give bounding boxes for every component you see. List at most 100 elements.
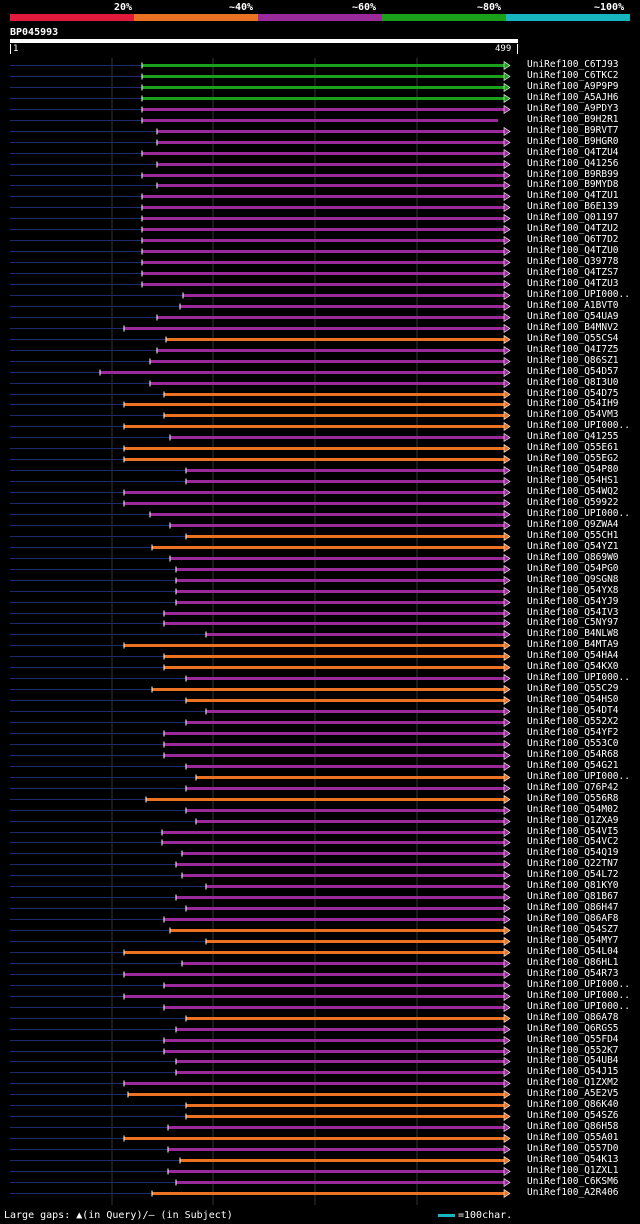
hit-label[interactable]: UniRef100_Q55CS4 bbox=[527, 333, 619, 344]
hit-label[interactable]: UniRef100_Q553C0 bbox=[527, 738, 619, 749]
hit-label[interactable]: UniRef100_Q86AF8 bbox=[527, 913, 619, 924]
hit-label[interactable]: UniRef100_Q54HS1 bbox=[527, 475, 619, 486]
hit-label[interactable]: UniRef100_Q54WQ2 bbox=[527, 486, 619, 497]
hit-label[interactable]: UniRef100_B9RVT7 bbox=[527, 125, 619, 136]
hit-label[interactable]: UniRef100_Q54K13 bbox=[527, 1154, 619, 1165]
hit-label[interactable]: UniRef100_Q9ZWA4 bbox=[527, 519, 619, 530]
hit-label[interactable]: UniRef100_Q1ZXM2 bbox=[527, 1077, 619, 1088]
hit-label[interactable]: UniRef100_UPI000.. bbox=[527, 990, 630, 1001]
hit-label[interactable]: UniRef100_Q54R68 bbox=[527, 749, 619, 760]
hit-label[interactable]: UniRef100_Q6T7D2 bbox=[527, 234, 619, 245]
hit-label[interactable]: UniRef100_UPI000.. bbox=[527, 420, 630, 431]
hit-label[interactable]: UniRef100_Q54UB4 bbox=[527, 1055, 619, 1066]
hit-label[interactable]: UniRef100_Q54KX0 bbox=[527, 661, 619, 672]
hit-label[interactable]: UniRef100_Q552K7 bbox=[527, 1045, 619, 1056]
hit-label[interactable]: UniRef100_Q59922 bbox=[527, 497, 619, 508]
hit-label[interactable]: UniRef100_UPI000.. bbox=[527, 979, 630, 990]
hit-label[interactable]: UniRef100_A1BVT0 bbox=[527, 300, 619, 311]
hit-label[interactable]: UniRef100_Q54P80 bbox=[527, 464, 619, 475]
hit-label[interactable]: UniRef100_Q54L04 bbox=[527, 946, 619, 957]
hit-label[interactable]: UniRef100_Q54UA9 bbox=[527, 311, 619, 322]
hit-label[interactable]: UniRef100_A9PDY3 bbox=[527, 103, 619, 114]
hit-label[interactable]: UniRef100_Q54YX8 bbox=[527, 585, 619, 596]
hit-label[interactable]: UniRef100_B6E139 bbox=[527, 201, 619, 212]
hit-label[interactable]: UniRef100_Q86H47 bbox=[527, 902, 619, 913]
hit-label[interactable]: UniRef100_B9RB99 bbox=[527, 169, 619, 180]
hit-label[interactable]: UniRef100_B9HGR0 bbox=[527, 136, 619, 147]
hit-label[interactable]: UniRef100_Q54VC2 bbox=[527, 836, 619, 847]
hit-label[interactable]: UniRef100_Q86SZ1 bbox=[527, 355, 619, 366]
hit-label[interactable]: UniRef100_B4NLW8 bbox=[527, 628, 619, 639]
hit-label[interactable]: UniRef100_Q869W0 bbox=[527, 552, 619, 563]
hit-label[interactable]: UniRef100_C6TKC2 bbox=[527, 70, 619, 81]
hit-label[interactable]: UniRef100_UPI000.. bbox=[527, 289, 630, 300]
hit-label[interactable]: UniRef100_C5NY97 bbox=[527, 617, 619, 628]
hit-label[interactable]: UniRef100_Q4TZS7 bbox=[527, 267, 619, 278]
hit-label[interactable]: UniRef100_Q54R73 bbox=[527, 968, 619, 979]
hit-label[interactable]: UniRef100_Q557D0 bbox=[527, 1143, 619, 1154]
hit-label[interactable]: UniRef100_Q55A01 bbox=[527, 1132, 619, 1143]
hit-label[interactable]: UniRef100_Q54MY7 bbox=[527, 935, 619, 946]
hit-label[interactable]: UniRef100_Q54YJ9 bbox=[527, 596, 619, 607]
hit-label[interactable]: UniRef100_Q54SZ6 bbox=[527, 1110, 619, 1121]
hit-label[interactable]: UniRef100_Q55E61 bbox=[527, 442, 619, 453]
hit-label[interactable]: UniRef100_Q55C29 bbox=[527, 683, 619, 694]
hit-label[interactable]: UniRef100_Q54Q19 bbox=[527, 847, 619, 858]
hit-label[interactable]: UniRef100_Q9SGN8 bbox=[527, 574, 619, 585]
hit-label[interactable]: UniRef100_Q81KY0 bbox=[527, 880, 619, 891]
hit-label[interactable]: UniRef100_Q4TZU3 bbox=[527, 278, 619, 289]
hit-label[interactable]: UniRef100_Q4I7Z5 bbox=[527, 344, 619, 355]
hit-label[interactable]: UniRef100_A9P9P9 bbox=[527, 81, 619, 92]
hit-label[interactable]: UniRef100_Q54J15 bbox=[527, 1066, 619, 1077]
hit-label[interactable]: UniRef100_Q54D75 bbox=[527, 388, 619, 399]
hit-label[interactable]: UniRef100_Q55EG2 bbox=[527, 453, 619, 464]
hit-label[interactable]: UniRef100_Q55CH1 bbox=[527, 530, 619, 541]
hit-label[interactable]: UniRef100_Q556R8 bbox=[527, 793, 619, 804]
hit-label[interactable]: UniRef100_C6TJ93 bbox=[527, 59, 619, 70]
hit-label[interactable]: UniRef100_Q54YZ1 bbox=[527, 541, 619, 552]
hit-label[interactable]: UniRef100_Q76P42 bbox=[527, 782, 619, 793]
hit-label[interactable]: UniRef100_B4MTA9 bbox=[527, 639, 619, 650]
hit-label[interactable]: UniRef100_Q55FD4 bbox=[527, 1034, 619, 1045]
hit-label[interactable]: UniRef100_A5AJH6 bbox=[527, 92, 619, 103]
hit-label[interactable]: UniRef100_Q54HS0 bbox=[527, 694, 619, 705]
hit-label[interactable]: UniRef100_Q01197 bbox=[527, 212, 619, 223]
hit-label[interactable]: UniRef100_Q54D57 bbox=[527, 366, 619, 377]
hit-label[interactable]: UniRef100_B9MYD8 bbox=[527, 179, 619, 190]
hit-label[interactable]: UniRef100_Q54M02 bbox=[527, 804, 619, 815]
hit-label[interactable]: UniRef100_A5E2V5 bbox=[527, 1088, 619, 1099]
hit-label[interactable]: UniRef100_Q4TZU1 bbox=[527, 190, 619, 201]
hit-label[interactable]: UniRef100_Q8I3U0 bbox=[527, 377, 619, 388]
hit-label[interactable]: UniRef100_Q552X2 bbox=[527, 716, 619, 727]
hit-label[interactable]: UniRef100_B9H2R1 bbox=[527, 114, 619, 125]
hit-label[interactable]: UniRef100_Q54YF2 bbox=[527, 727, 619, 738]
hit-label[interactable]: UniRef100_Q86H58 bbox=[527, 1121, 619, 1132]
hit-label[interactable]: UniRef100_Q54VI5 bbox=[527, 826, 619, 837]
hit-label[interactable]: UniRef100_Q41255 bbox=[527, 431, 619, 442]
hit-label[interactable]: UniRef100_Q86K40 bbox=[527, 1099, 619, 1110]
hit-label[interactable]: UniRef100_Q54PG0 bbox=[527, 563, 619, 574]
hit-label[interactable]: UniRef100_Q81B67 bbox=[527, 891, 619, 902]
hit-label[interactable]: UniRef100_A2R406 bbox=[527, 1187, 619, 1198]
hit-label[interactable]: UniRef100_Q4TZU4 bbox=[527, 147, 619, 158]
hit-label[interactable]: UniRef100_C6KSM6 bbox=[527, 1176, 619, 1187]
hit-label[interactable]: UniRef100_Q54DT4 bbox=[527, 705, 619, 716]
hit-label[interactable]: UniRef100_Q4TZU0 bbox=[527, 245, 619, 256]
hit-label[interactable]: UniRef100_Q1ZXA9 bbox=[527, 815, 619, 826]
hit-label[interactable]: UniRef100_Q86HL1 bbox=[527, 957, 619, 968]
hit-label[interactable]: UniRef100_UPI000.. bbox=[527, 672, 630, 683]
hit-label[interactable]: UniRef100_Q54G21 bbox=[527, 760, 619, 771]
hit-label[interactable]: UniRef100_Q1ZXL1 bbox=[527, 1165, 619, 1176]
hit-label[interactable]: UniRef100_Q54IV3 bbox=[527, 607, 619, 618]
hit-label[interactable]: UniRef100_Q54SZ7 bbox=[527, 924, 619, 935]
hit-label[interactable]: UniRef100_UPI000.. bbox=[527, 508, 630, 519]
hit-label[interactable]: UniRef100_UPI000.. bbox=[527, 1001, 630, 1012]
hit-label[interactable]: UniRef100_B4MNV2 bbox=[527, 322, 619, 333]
hit-label[interactable]: UniRef100_Q54IH9 bbox=[527, 398, 619, 409]
hit-label[interactable]: UniRef100_Q22TN7 bbox=[527, 858, 619, 869]
hit-label[interactable]: UniRef100_Q54HA4 bbox=[527, 650, 619, 661]
hit-label[interactable]: UniRef100_Q4TZU2 bbox=[527, 223, 619, 234]
hit-label[interactable]: UniRef100_Q54L72 bbox=[527, 869, 619, 880]
hit-label[interactable]: UniRef100_Q6RGS5 bbox=[527, 1023, 619, 1034]
hit-label[interactable]: UniRef100_Q39778 bbox=[527, 256, 619, 267]
